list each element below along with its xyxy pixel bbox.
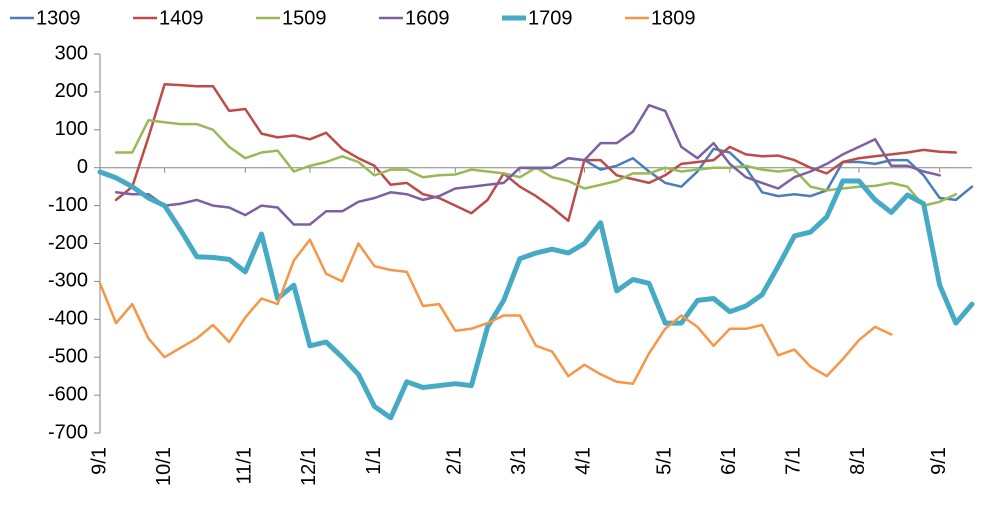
series-line	[114, 83, 958, 223]
y-tick-label: 200	[55, 80, 88, 102]
x-tick-label: 9/1	[928, 447, 950, 475]
y-tick-label: -400	[48, 308, 88, 330]
x-tick-label: 7/1	[783, 447, 805, 475]
y-tick-label: 300	[55, 42, 88, 64]
y-tick-label: 0	[77, 156, 88, 178]
x-tick-label: 9/1	[88, 447, 110, 475]
y-tick-label: -300	[48, 270, 88, 292]
x-tick-label: 8/1	[847, 447, 869, 475]
x-tick-label: 3/1	[508, 447, 530, 475]
series-line	[114, 103, 941, 226]
legend-label: 1509	[282, 7, 327, 29]
y-tick-label: -100	[48, 194, 88, 216]
x-tick-label: 1/1	[363, 447, 385, 475]
y-tick-label: -500	[48, 345, 88, 367]
y-tick-label: 100	[55, 118, 88, 140]
y-tick-label: -600	[48, 383, 88, 405]
y-tick-label: -200	[48, 232, 88, 254]
series-line	[97, 169, 975, 421]
x-tick-label: 2/1	[444, 447, 466, 475]
x-tick-label: 5/1	[653, 447, 675, 475]
series-line	[518, 147, 974, 202]
legend-label: 1709	[528, 7, 573, 29]
x-tick-label: 11/1	[234, 447, 256, 484]
x-tick-label: 6/1	[718, 447, 740, 475]
x-tick-label: 4/1	[573, 447, 595, 475]
legend-label: 1609	[405, 7, 450, 29]
x-tick-label: 10/1	[153, 447, 175, 486]
x-tick-label: 12/1	[298, 447, 320, 486]
series-line	[98, 238, 893, 385]
legend-label: 1409	[159, 7, 204, 29]
y-tick-label: -700	[48, 421, 88, 443]
legend-label: 1309	[36, 7, 81, 29]
legend-label: 1809	[651, 7, 696, 29]
